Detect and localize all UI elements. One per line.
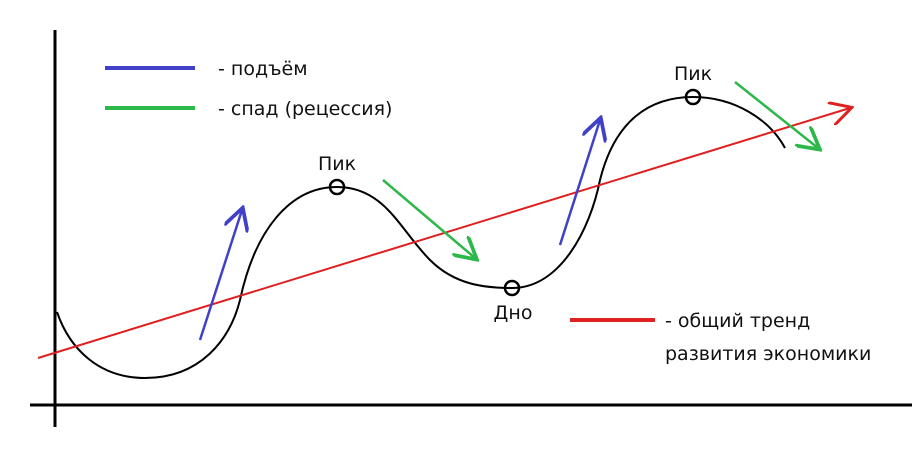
trough-marker	[503, 279, 521, 297]
fall-arrow	[382, 179, 475, 258]
legend-label: - спад (рецессия)	[218, 98, 392, 120]
peak-label: Пик	[318, 153, 356, 175]
legend-label: - подъём	[218, 58, 308, 80]
trough-label: Дно	[494, 302, 533, 324]
trend-label: - общий тренд	[665, 310, 810, 332]
peak-marker	[684, 88, 702, 106]
peak-marker	[328, 178, 346, 196]
fall-arrow	[734, 81, 818, 148]
rise-arrow	[558, 120, 600, 246]
peak-label: Пик	[674, 63, 712, 85]
rise-arrow	[198, 210, 242, 341]
cycle-curve	[56, 95, 786, 380]
trend-label: развития экономики	[665, 343, 871, 365]
